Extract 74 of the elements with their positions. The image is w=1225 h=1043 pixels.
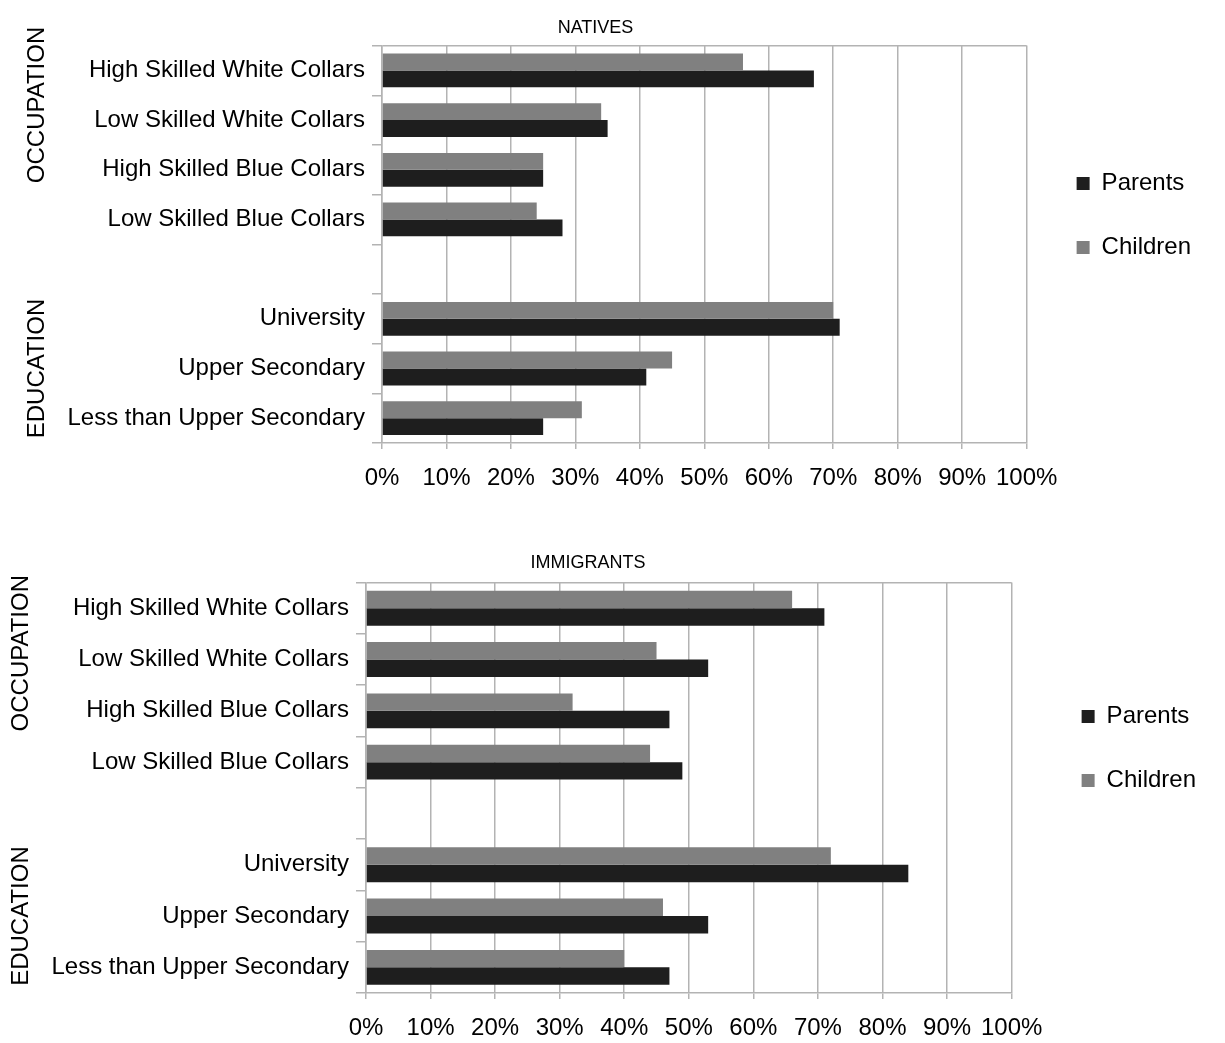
x-tick-label: 0%: [364, 463, 400, 491]
y-tick-label: Upper Secondary: [162, 900, 349, 928]
bar: [366, 898, 663, 917]
x-tick-label: 100%: [980, 1013, 1043, 1041]
bar: [366, 744, 651, 763]
x-tick-label: 90%: [938, 463, 987, 491]
x-tick-label: 50%: [680, 463, 729, 491]
y-tick-label: Upper Secondary: [178, 353, 365, 381]
x-tick-label: 20%: [471, 1013, 520, 1041]
x-tick-label: 90%: [923, 1013, 972, 1041]
bar: [382, 152, 544, 170]
bar: [382, 351, 673, 369]
y-tick-label: Low Skilled White Collars: [94, 104, 365, 132]
y-tick-label: University: [243, 849, 349, 877]
x-tick-label: 0%: [348, 1013, 384, 1041]
x-tick-label: 40%: [615, 463, 664, 491]
bar: [382, 53, 743, 71]
chart-title: NATIVES: [557, 16, 634, 37]
bar: [382, 301, 834, 319]
chart-title: IMMIGRANTS: [530, 551, 646, 572]
bar: [366, 847, 831, 865]
legend-label: Parents: [1101, 168, 1185, 196]
bar: [382, 120, 608, 137]
text: OCCUPATION: [21, 26, 49, 184]
bar: [382, 70, 814, 88]
y-tick-label: Low Skilled White Collars: [78, 644, 349, 672]
bar: [382, 202, 537, 220]
x-tick-label: 100%: [995, 463, 1058, 491]
legend-label: Parents: [1106, 701, 1190, 729]
x-tick-label: 70%: [793, 1013, 842, 1041]
y-tick-label: Low Skilled Blue Collars: [107, 204, 365, 232]
x-tick-label: 60%: [729, 1013, 778, 1041]
bar: [382, 418, 544, 436]
bar: [366, 590, 793, 609]
text: EDUCATION: [21, 298, 49, 439]
x-tick-label: 10%: [422, 463, 471, 491]
bar: [366, 608, 825, 626]
x-tick-label: 40%: [600, 1013, 649, 1041]
x-tick-label: 30%: [535, 1013, 584, 1041]
y-tick-label: Less than Upper Secondary: [67, 402, 365, 430]
text: EDUCATION: [5, 846, 33, 986]
y-tick-label: High Skilled Blue Collars: [102, 154, 365, 182]
x-tick-label: 20%: [486, 463, 535, 491]
bar: [382, 169, 544, 187]
bar: [382, 103, 602, 121]
bar: [366, 967, 670, 985]
text: OCCUPATION: [5, 574, 33, 732]
bar: [366, 762, 683, 780]
y-tick-label: High Skilled White Collars: [72, 592, 349, 620]
bar: [382, 219, 563, 237]
bar: [366, 864, 909, 883]
y-tick-label: High Skilled White Collars: [88, 55, 365, 83]
bar: [366, 693, 573, 711]
bar: [366, 916, 709, 934]
legend-label: Children: [1101, 232, 1192, 260]
y-tick-label: Less than Upper Secondary: [51, 951, 349, 979]
bar: [382, 368, 647, 386]
bar: [366, 659, 709, 677]
x-tick-label: 50%: [664, 1013, 713, 1041]
x-tick-label: 80%: [873, 463, 922, 491]
x-tick-label: 10%: [406, 1013, 455, 1041]
x-tick-label: 30%: [551, 463, 600, 491]
y-tick-label: Low Skilled Blue Collars: [91, 746, 349, 774]
x-tick-label: 60%: [744, 463, 793, 491]
bar: [366, 710, 670, 729]
x-tick-label: 80%: [858, 1013, 907, 1041]
legend-label: Children: [1106, 765, 1197, 793]
bar: [366, 949, 625, 968]
y-tick-label: High Skilled Blue Collars: [86, 695, 349, 723]
x-tick-label: 70%: [809, 463, 858, 491]
bar: [382, 401, 582, 419]
bar: [382, 318, 840, 336]
y-tick-label: University: [259, 303, 365, 331]
bar: [366, 642, 657, 660]
